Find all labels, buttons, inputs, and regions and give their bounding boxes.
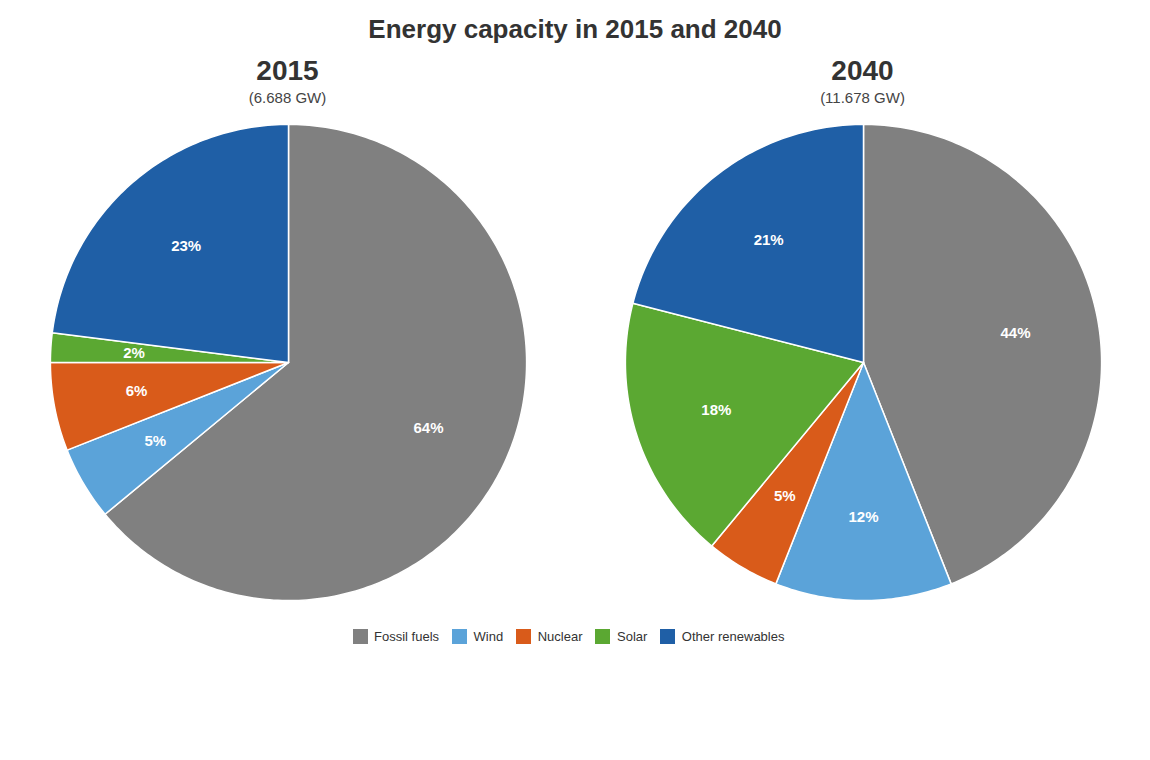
html-text:2040: 2040 (831, 55, 894, 86)
html-text:Other renewables: Other renewables (681, 629, 785, 644)
svg-text:2%: 2% (123, 344, 145, 361)
svg-text:64%: 64% (413, 419, 443, 436)
svg-text:44%: 44% (1000, 324, 1030, 341)
html-text:Solar: Solar (617, 629, 648, 644)
html-text:Energy capacity in 2015 and 20: Energy capacity in 2015 and 2040 (368, 14, 782, 44)
svg-text:5%: 5% (144, 432, 166, 449)
svg-text:23%: 23% (171, 237, 201, 254)
svg-text:6%: 6% (125, 382, 147, 399)
svg-text:12%: 12% (848, 508, 878, 525)
html-text:(6.688 GW): (6.688 GW) (248, 89, 327, 106)
svg-text:5%: 5% (773, 487, 795, 504)
svg-text:18%: 18% (701, 401, 731, 418)
html-text:2015: 2015 (256, 55, 319, 86)
html-text:Nuclear: Nuclear (537, 629, 583, 644)
svg-text:21%: 21% (753, 231, 783, 248)
html-text:Wind: Wind (473, 629, 504, 644)
html-text:(11.678 GW): (11.678 GW) (820, 89, 905, 106)
html-text:Fossil fuels: Fossil fuels (374, 629, 440, 644)
